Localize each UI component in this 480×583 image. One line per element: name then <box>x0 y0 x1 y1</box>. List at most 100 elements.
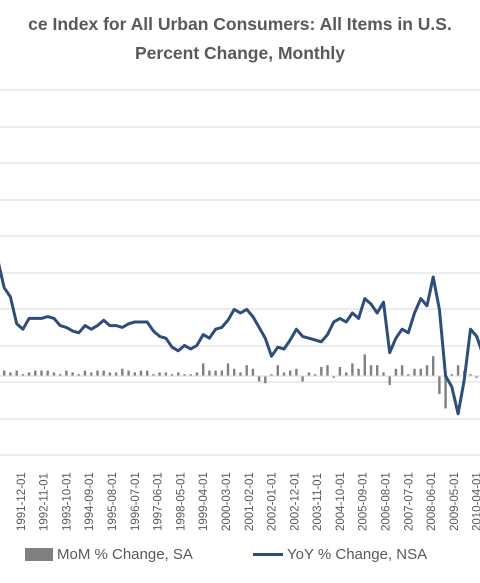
mom-bar <box>456 365 460 376</box>
mom-bar <box>208 370 211 376</box>
mom-bar <box>202 363 205 376</box>
mom-bar <box>245 365 248 376</box>
mom-bar <box>270 374 273 376</box>
mom-bar <box>438 376 441 394</box>
mom-bar <box>220 370 223 376</box>
mom-bar <box>338 367 342 376</box>
mom-bar <box>114 372 118 376</box>
mom-bar <box>282 372 286 376</box>
x-tick-label: 2004-10-01 <box>335 472 347 531</box>
x-tick-label: 2002-01-01 <box>267 472 279 531</box>
mom-bar <box>351 363 354 376</box>
mom-bar <box>170 374 174 376</box>
chart-subtitle: Percent Change, Monthly <box>134 43 346 63</box>
mom-bar <box>15 370 18 376</box>
mom-bar <box>432 356 435 376</box>
mom-bar <box>276 365 279 376</box>
mom-bar <box>146 370 149 376</box>
x-axis-ticks: 1991-12-01 1992-11-01 1993-10-01 1994-09-01… <box>16 472 480 531</box>
mom-bar <box>77 374 80 376</box>
mom-bar <box>357 368 360 376</box>
mom-bar <box>376 365 379 376</box>
x-tick-label: 1997-06-01 <box>153 472 165 531</box>
legend-label-mom: MoM % Change, SA <box>57 546 193 563</box>
mom-bar <box>469 374 472 376</box>
mom-bar <box>27 372 31 376</box>
mom-bar <box>313 374 317 376</box>
mom-bar <box>239 372 242 376</box>
x-tick-label: 2001-02-01 <box>244 472 256 531</box>
mom-bar <box>65 370 68 376</box>
mom-bar <box>419 368 422 376</box>
x-tick-label: 1993-10-01 <box>61 472 73 531</box>
x-tick-label: 1999-04-01 <box>198 472 210 531</box>
mom-bar <box>425 365 429 376</box>
mom-bar <box>121 368 124 376</box>
x-tick-label: 2008-06-01 <box>426 472 438 531</box>
x-tick-label: 2006-08-01 <box>381 472 393 531</box>
mom-bar <box>158 372 161 376</box>
mom-bar <box>3 370 6 376</box>
x-tick-label: 1998-05-01 <box>175 472 187 531</box>
mom-bar <box>189 374 192 376</box>
mom-bars <box>3 354 478 409</box>
mom-bar <box>83 370 87 376</box>
mom-bar <box>152 374 155 376</box>
mom-bar <box>363 354 366 376</box>
mom-bar <box>71 372 74 376</box>
x-tick-label: 2005-09-01 <box>358 472 370 531</box>
mom-bar <box>289 370 292 376</box>
mom-bar <box>34 370 37 376</box>
mom-bar <box>139 370 143 376</box>
mom-bar <box>369 365 373 376</box>
mom-bar <box>382 372 385 376</box>
mom-bar <box>450 374 453 376</box>
mom-bar <box>9 372 12 376</box>
x-tick-label: 1991-12-01 <box>16 472 28 531</box>
mom-bar <box>46 370 49 376</box>
mom-bar <box>108 372 112 376</box>
mom-bar <box>164 372 168 376</box>
mom-bar <box>195 372 199 376</box>
x-tick-label: 2010-04-01 <box>472 472 480 531</box>
mom-bar <box>264 376 267 384</box>
mom-bar <box>307 372 311 376</box>
mom-bar <box>388 376 391 385</box>
chart-title: ce Index for All Urban Consumers: All It… <box>28 14 452 34</box>
mom-bar <box>345 372 348 376</box>
mom-bar <box>102 370 105 376</box>
legend-item-mom: MoM % Change, SA <box>25 546 193 563</box>
legend-item-yoy: YoY % Change, NSA <box>253 546 427 563</box>
mom-bar <box>133 372 136 376</box>
x-tick-label: 1996-07-01 <box>130 472 142 531</box>
mom-bar <box>96 370 99 376</box>
x-tick-label: 2003-11-01 <box>312 473 324 531</box>
x-tick-label: 2000-03-01 <box>221 472 233 531</box>
mom-bar <box>59 374 62 376</box>
mom-bar <box>407 374 410 376</box>
gridlines <box>0 89 480 456</box>
mom-bar <box>177 372 180 376</box>
yoy-series-line <box>0 262 480 416</box>
x-tick-label: 2007-07-01 <box>403 472 415 531</box>
mom-bar <box>257 376 261 382</box>
x-tick-label: 2009-05-01 <box>449 472 461 531</box>
mom-bar <box>21 374 25 376</box>
mom-bar <box>233 368 236 376</box>
legend-bar-swatch <box>25 548 53 561</box>
mom-bar <box>226 363 230 376</box>
x-tick-label: 2002-12-01 <box>289 472 301 531</box>
legend: MoM % Change, SA YoY % Change, NSA <box>0 546 480 570</box>
mom-bar <box>332 376 335 378</box>
mom-bar <box>301 376 304 382</box>
x-tick-label: 1992-11-01 <box>39 473 51 531</box>
mom-bar <box>444 376 447 409</box>
mom-bar <box>394 368 398 376</box>
mom-bar <box>40 370 43 376</box>
mom-bar <box>320 367 323 376</box>
mom-bar <box>475 376 478 378</box>
mom-bar <box>214 370 217 376</box>
mom-bar <box>251 368 255 376</box>
mom-bar <box>413 368 416 376</box>
